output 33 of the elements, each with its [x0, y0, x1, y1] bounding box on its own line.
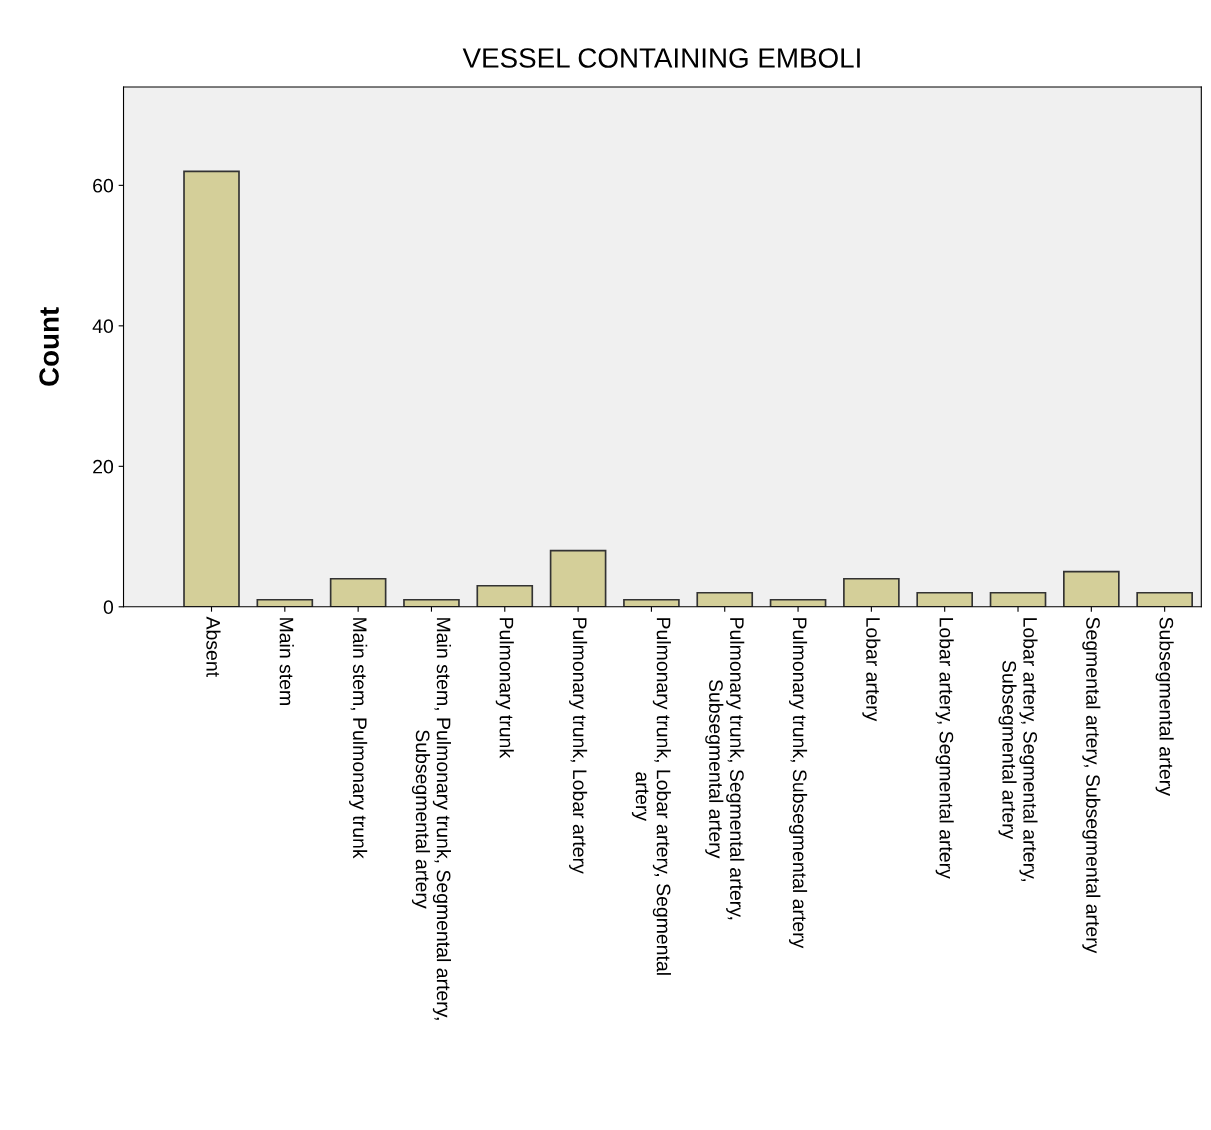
bar — [1063, 570, 1120, 607]
x-tick-label: Pulmonary trunk, Subsegmental artery — [788, 618, 808, 949]
chart-title: VESSEL CONTAINING EMBOLI — [462, 48, 860, 68]
bar — [916, 591, 974, 607]
bar — [256, 598, 314, 607]
y-tick-label: 60 — [93, 178, 114, 193]
x-tick-label: Pulmonary trunk, Segmental artery, Subsegmental artery — [705, 618, 745, 920]
x-tick-label: Main stem, Pulmonary trunk, Segmental artery, Subsegmental artery — [411, 618, 451, 1020]
bar — [1136, 591, 1193, 607]
x-tick-label: Absent — [206, 616, 221, 677]
x-tick-label: Pulmonary trunk, Lobar artery — [569, 618, 588, 874]
bar — [843, 577, 900, 607]
x-tick-label: Main stem — [279, 618, 294, 705]
bar — [549, 549, 607, 607]
bar — [696, 591, 754, 607]
x-tick-label: Pulmonary trunk — [495, 618, 514, 759]
y-tick-label: 0 — [103, 600, 114, 615]
x-tick-label: Lobar artery, Segmental artery — [935, 618, 954, 879]
bar — [403, 598, 460, 607]
x-tick-label: Main stem, Pulmonary trunk — [349, 618, 368, 859]
bar — [623, 598, 680, 607]
bar — [476, 584, 534, 607]
x-tick-label: Segmental artery, Subsegmental artery — [1082, 617, 1101, 954]
x-tick-label: Pulmonary trunk, Lobar artery, Segmental artery — [631, 618, 671, 975]
y-tick-label: 40 — [92, 319, 114, 334]
y-axis-title: Count — [39, 307, 59, 386]
bar — [183, 170, 240, 607]
x-tick-label: Subsegmental artery — [1155, 617, 1174, 796]
x-tick-label: Lobar artery, Segmental artery, Subsegmental artery — [998, 618, 1038, 882]
x-tick-label: Lobar artery — [862, 618, 881, 722]
y-tick-label: 20 — [93, 459, 114, 474]
bar — [989, 591, 1047, 607]
bar — [329, 577, 387, 607]
